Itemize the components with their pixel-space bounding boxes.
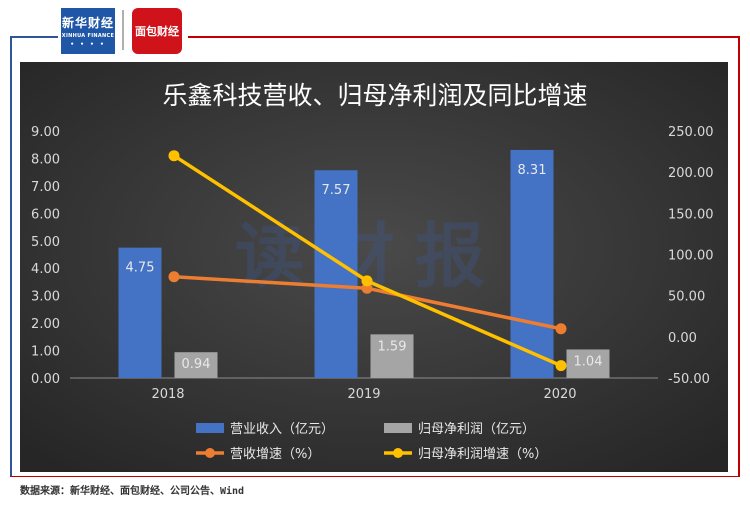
y-right-tick-label: 150.00 bbox=[668, 207, 714, 222]
frame-top-left-line bbox=[10, 36, 58, 38]
bar-data-label: 4.75 bbox=[126, 261, 155, 276]
bar-profit-2018 bbox=[174, 352, 218, 378]
point-profit-growth-2018 bbox=[168, 150, 180, 162]
logo-separator bbox=[122, 10, 124, 50]
xinhua-finance-logo: 新华财经 XINHUA FINANCE • • • • bbox=[61, 8, 115, 54]
xinhua-logo-dots: • • • • bbox=[70, 41, 106, 48]
y-right-tick-label: 0.00 bbox=[668, 331, 697, 346]
y-left-axis: 0.00 1.00 2.00 3.00 4.00 5.00 6.00 7.00 8.00 9.00 bbox=[31, 125, 60, 387]
mianbao-logo-text: 面包财经 bbox=[135, 25, 179, 38]
y-left-tick-label: 4.00 bbox=[31, 262, 60, 277]
y-left-tick-label: 7.00 bbox=[31, 180, 60, 195]
bar-revenue-2019 bbox=[314, 170, 358, 378]
y-right-axis: -50.00 0.00 50.00 100.00 150.00 200.00 250.00 bbox=[668, 125, 714, 387]
frame-left-line bbox=[10, 36, 12, 476]
bar-profit-2019 bbox=[370, 334, 414, 378]
x-tick-label: 2020 bbox=[543, 387, 576, 402]
x-tick-label: 2019 bbox=[347, 387, 380, 402]
y-left-tick-label: 9.00 bbox=[31, 125, 60, 140]
y-left-tick-label: 6.00 bbox=[31, 207, 60, 222]
y-left-tick-label: 0.00 bbox=[31, 372, 60, 387]
point-profit-growth-2020 bbox=[555, 360, 567, 372]
y-right-tick-label: -50.00 bbox=[668, 372, 710, 387]
bar-data-label: 1.59 bbox=[378, 339, 407, 354]
frame-right-line bbox=[738, 36, 740, 476]
point-revenue-growth-2020 bbox=[555, 323, 567, 335]
legend-swatch bbox=[384, 423, 412, 433]
mianbao-caijing-logo: 面包财经 bbox=[132, 8, 182, 54]
legend-label: 归母净利润（亿元） bbox=[418, 422, 535, 437]
y-left-tick-label: 3.00 bbox=[31, 290, 60, 305]
y-right-tick-label: 50.00 bbox=[668, 290, 705, 305]
y-left-tick-label: 1.00 bbox=[31, 345, 60, 360]
y-right-tick-label: 200.00 bbox=[668, 166, 714, 181]
legend-swatch-marker bbox=[393, 448, 403, 458]
y-left-tick-label: 5.00 bbox=[31, 235, 60, 250]
bar-data-label: 8.31 bbox=[518, 163, 547, 178]
bar-revenue-2020 bbox=[510, 149, 554, 378]
bar-data-label: 7.57 bbox=[322, 183, 351, 198]
chart-title: 乐鑫科技营收、归母净利润及同比增速 bbox=[162, 81, 587, 110]
y-right-tick-label: 100.00 bbox=[668, 249, 714, 264]
y-left-tick-label: 8.00 bbox=[31, 152, 60, 167]
legend-label: 归母净利润增速（%） bbox=[418, 447, 547, 462]
point-profit-growth-2019 bbox=[361, 275, 373, 287]
xinhua-logo-en: XINHUA FINANCE bbox=[61, 33, 115, 39]
xinhua-logo-text: 新华财经 bbox=[61, 16, 114, 30]
y-right-tick-label: 250.00 bbox=[668, 125, 714, 140]
data-source: 数据来源：新华财经、面包财经、公司公告、Wind bbox=[20, 486, 245, 497]
frame-bottom-line bbox=[10, 476, 740, 477]
legend-label: 营收增速（%） bbox=[230, 447, 320, 462]
legend-swatch bbox=[196, 423, 224, 433]
y-left-tick-label: 2.00 bbox=[31, 317, 60, 332]
point-revenue-growth-2018 bbox=[168, 271, 180, 283]
bar-data-label: 1.04 bbox=[574, 354, 603, 369]
bar-profit-2020 bbox=[566, 349, 610, 378]
legend-swatch-marker bbox=[205, 448, 215, 458]
frame-top-right-line bbox=[188, 36, 740, 38]
bar-data-label: 0.94 bbox=[182, 357, 211, 372]
x-axis: 2018 2019 2020 bbox=[151, 387, 576, 402]
legend-label: 营业收入（亿元） bbox=[230, 422, 334, 437]
x-tick-label: 2018 bbox=[151, 387, 184, 402]
legend: 营业收入（亿元） 归母净利润（亿元） 营收增速（%） 归母净利润增速（%） bbox=[196, 422, 547, 462]
bar-revenue-2018 bbox=[118, 247, 162, 378]
bars bbox=[118, 149, 610, 378]
lines bbox=[168, 150, 567, 372]
bar-labels: 4.75 7.57 8.31 0.94 1.59 1.04 bbox=[126, 163, 603, 372]
